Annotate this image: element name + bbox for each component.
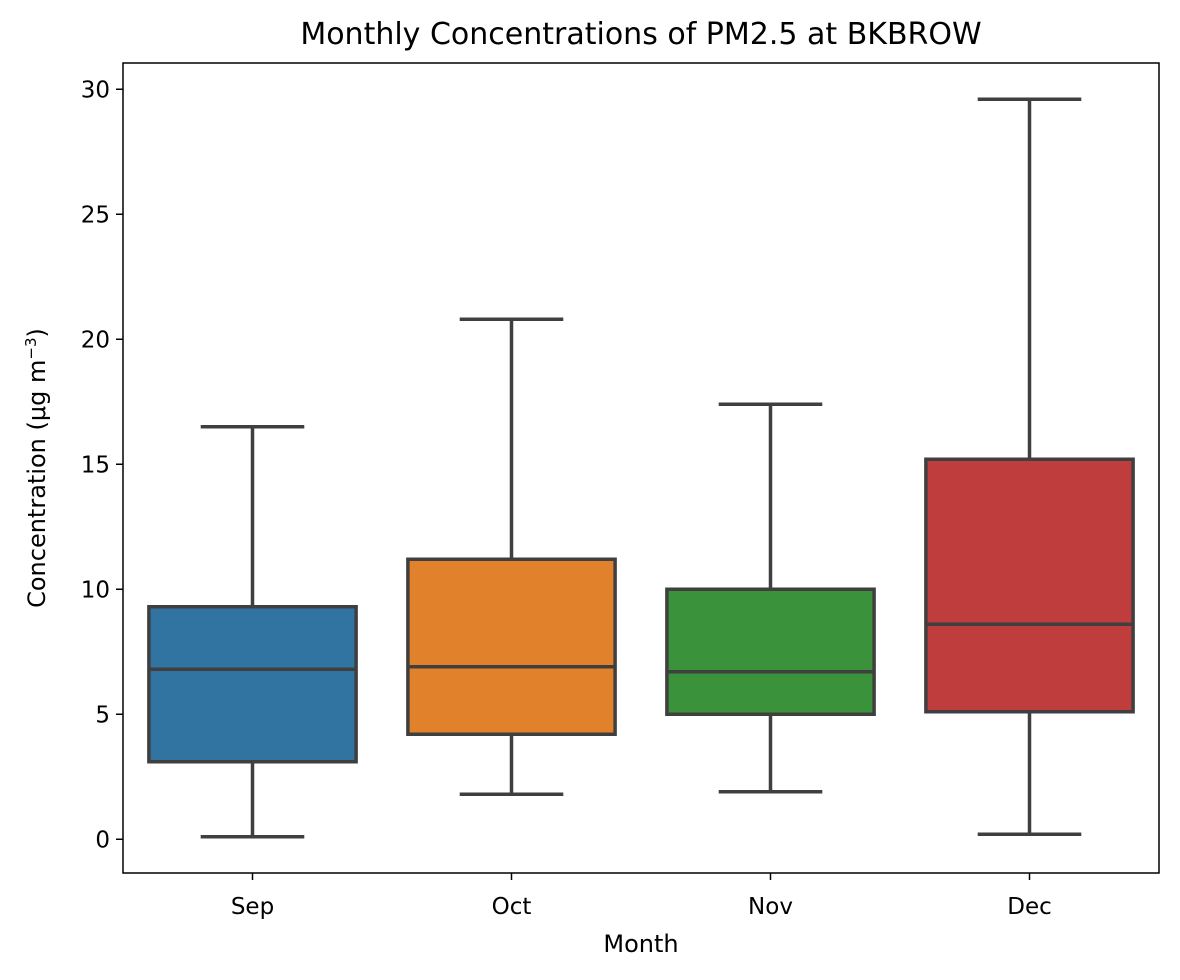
y-axis-label-suffix: ) <box>23 328 51 337</box>
box-sep <box>147 425 358 839</box>
box-dec <box>924 97 1135 836</box>
y-axis-label-main: Concentration (μg m <box>23 360 51 608</box>
x-tick-label: Oct <box>492 894 532 920</box>
x-axis: Sep Oct Nov Dec <box>231 873 1052 920</box>
box-oct <box>406 317 617 796</box>
x-tick-label: Dec <box>1007 894 1052 920</box>
interquartile-box <box>665 587 876 716</box>
interquartile-box <box>406 557 617 736</box>
y-tick-label: 0 <box>95 827 110 853</box>
box-series <box>147 97 1135 839</box>
y-tick-label: 10 <box>81 577 110 603</box>
y-axis-label-superscript: −3 <box>22 337 40 359</box>
y-tick-label: 5 <box>95 702 110 728</box>
x-axis-label: Month <box>603 930 678 958</box>
y-axis-label: Concentration (μg m−3) <box>22 328 51 608</box>
plot-area-frame <box>122 62 1160 874</box>
y-axis: 0 5 10 15 20 25 30 <box>81 77 123 853</box>
box-nov <box>665 402 876 794</box>
interquartile-box <box>147 605 358 764</box>
y-tick-label: 25 <box>81 202 110 228</box>
y-tick-label: 20 <box>81 327 110 353</box>
y-tick-label: 15 <box>81 452 110 478</box>
y-tick-label: 30 <box>81 77 110 103</box>
chart-title: Monthly Concentrations of PM2.5 at BKBRO… <box>300 17 981 52</box>
x-tick-label: Nov <box>748 894 793 920</box>
x-tick-label: Sep <box>231 894 274 920</box>
interquartile-box <box>924 457 1135 714</box>
